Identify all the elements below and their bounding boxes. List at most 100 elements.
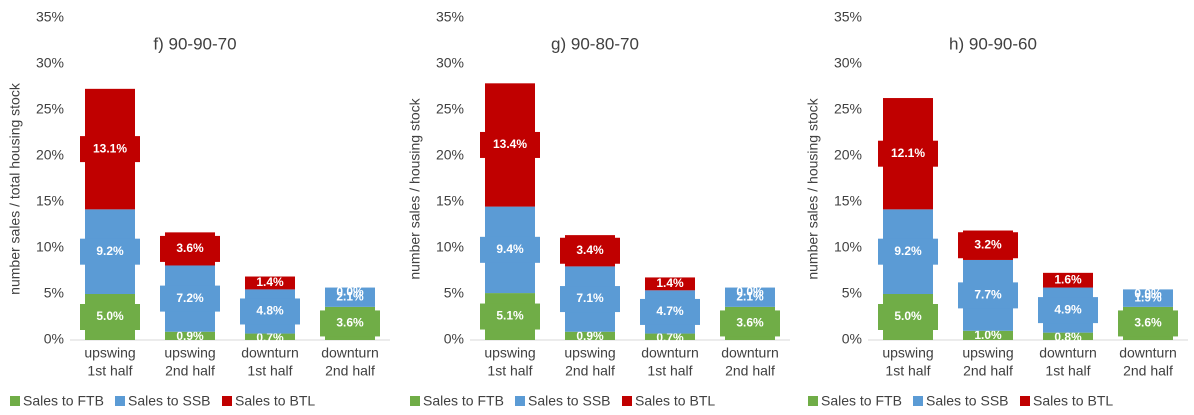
legend-swatch: [115, 396, 125, 406]
legend-swatch: [913, 396, 923, 406]
x-tick-label: 1st half: [885, 363, 930, 379]
legend-swatch: [10, 396, 20, 406]
label-box: [560, 286, 620, 313]
y-axis-label: number sales / housing stock: [407, 97, 423, 279]
value-label: 0.0%: [336, 285, 364, 299]
bar: [963, 330, 1013, 340]
label-box: [480, 131, 540, 158]
label-box: [80, 136, 140, 163]
value-label: 1.4%: [256, 275, 284, 289]
value-label: 0.9%: [576, 329, 604, 343]
y-tick-label: 10%: [834, 239, 862, 255]
y-axis-label: number sales / housing stock: [805, 97, 821, 279]
y-tick-label: 0%: [842, 331, 862, 347]
x-tick-label: downturn: [641, 345, 699, 361]
label-box: [480, 303, 540, 330]
x-tick-label: downturn: [721, 345, 779, 361]
y-tick-label: 25%: [834, 101, 862, 117]
x-tick-label: downturn: [241, 345, 299, 361]
x-tick-label: upswing: [882, 345, 933, 361]
legend-label: Sales to BTL: [1033, 393, 1113, 409]
y-tick-label: 0%: [44, 331, 64, 347]
chart: 0% 5% 10% 15% 20% 25% 30% 35% h) 90-90-60 number …: [805, 9, 1188, 409]
bar: [645, 333, 695, 340]
value-label: 5.0%: [894, 309, 922, 323]
legend-swatch: [808, 396, 818, 406]
value-label: 7.1%: [576, 291, 604, 305]
y-tick-label: 5%: [842, 285, 862, 301]
value-label: 0.0%: [736, 285, 764, 299]
label-box: [640, 298, 700, 325]
value-label: 1.0%: [974, 328, 1002, 342]
value-label: 0.9%: [176, 329, 204, 343]
x-tick-label: downturn: [321, 345, 379, 361]
label-box: [878, 140, 938, 167]
label-box: [160, 235, 220, 262]
value-label: 12.1%: [891, 146, 925, 160]
label-box: [958, 282, 1018, 309]
value-label: 9.4%: [496, 242, 524, 256]
value-label: 0.0%: [1134, 287, 1162, 301]
value-label: 4.7%: [656, 304, 684, 318]
y-tick-label: 10%: [36, 239, 64, 255]
legend-label: Sales to BTL: [635, 393, 715, 409]
legend-label: Sales to SSB: [926, 393, 1009, 409]
x-tick-label: 1st half: [647, 363, 692, 379]
y-tick-label: 30%: [834, 55, 862, 71]
y-tick-label: 20%: [436, 147, 464, 163]
label-box: [1038, 297, 1098, 324]
x-tick-label: 1st half: [247, 363, 292, 379]
value-label: 5.1%: [496, 309, 524, 323]
value-label: 4.8%: [256, 304, 284, 318]
x-tick-label: upswing: [164, 345, 215, 361]
value-label: 9.2%: [894, 244, 922, 258]
x-tick-label: 2nd half: [325, 363, 375, 379]
legend-swatch: [515, 396, 525, 406]
legend-swatch: [1020, 396, 1030, 406]
x-tick-label: 2nd half: [963, 363, 1013, 379]
y-tick-label: 5%: [444, 285, 464, 301]
label-box: [560, 237, 620, 264]
value-label: 3.2%: [974, 237, 1002, 251]
y-axis-label: number sales / total housing stock: [7, 82, 23, 295]
y-tick-label: 30%: [436, 55, 464, 71]
value-label: 2.1%: [736, 289, 764, 303]
legend-label: Sales to FTB: [423, 393, 504, 409]
x-tick-label: upswing: [484, 345, 535, 361]
x-tick-label: downturn: [1039, 345, 1097, 361]
bar: [165, 331, 215, 340]
label-box: [720, 310, 780, 337]
y-tick-label: 10%: [436, 239, 464, 255]
legend-label: Sales to SSB: [128, 393, 211, 409]
label-box: [480, 236, 540, 263]
chart-title: f) 90-90-70: [153, 34, 236, 53]
value-label: 0.7%: [256, 331, 284, 345]
legend-swatch: [410, 396, 420, 406]
value-label: 9.2%: [96, 244, 124, 258]
x-tick-label: 2nd half: [565, 363, 615, 379]
x-tick-label: 2nd half: [165, 363, 215, 379]
label-box: [878, 304, 938, 330]
label-box: [160, 285, 220, 312]
y-tick-label: 35%: [834, 9, 862, 25]
legend-swatch: [622, 396, 632, 406]
legend-label: Sales to SSB: [528, 393, 611, 409]
legend-label: Sales to FTB: [821, 393, 902, 409]
y-tick-label: 25%: [36, 101, 64, 117]
label-box: [320, 310, 380, 337]
bar: [245, 276, 295, 290]
chart-title: h) 90-90-60: [949, 34, 1037, 53]
bar: [1043, 272, 1093, 288]
chart: 0% 5% 10% 15% 20% 25% 30% 35% g) 90-80-70 number …: [407, 9, 790, 409]
value-label: 13.4%: [493, 137, 527, 151]
bar: [1123, 289, 1173, 307]
y-tick-label: 15%: [36, 193, 64, 209]
value-label: 3.6%: [1134, 316, 1162, 330]
label-box: [1118, 310, 1178, 337]
value-label: 3.6%: [736, 316, 764, 330]
x-tick-label: 1st half: [487, 363, 532, 379]
y-tick-label: 0%: [444, 331, 464, 347]
legend-label: Sales to FTB: [23, 393, 104, 409]
bar: [565, 331, 615, 340]
legend-label: Sales to BTL: [235, 393, 315, 409]
